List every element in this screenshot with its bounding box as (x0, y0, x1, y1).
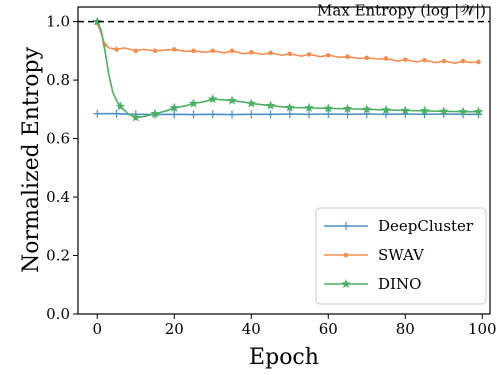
point-swav (268, 50, 273, 56)
point-swav (422, 57, 427, 63)
point-dino (265, 100, 276, 110)
x-tick-label: 40 (242, 320, 261, 338)
point-swav (460, 58, 466, 64)
point-swav (364, 55, 370, 61)
y-tick-label: 0.4 (46, 188, 70, 206)
legend-marker-dino (341, 279, 351, 289)
point-deepcluster (285, 110, 294, 119)
y-tick-label: 1.0 (46, 13, 70, 31)
point-dino (169, 102, 180, 112)
point-deepcluster (343, 110, 352, 119)
legend-label-swav: SWAV (378, 246, 425, 264)
point-swav (114, 47, 119, 52)
point-deepcluster (93, 109, 102, 118)
series-swav (94, 20, 481, 65)
x-tick-label: 80 (396, 320, 415, 338)
point-dino (439, 106, 449, 116)
point-dino (208, 94, 218, 104)
point-dino (227, 95, 237, 105)
point-deepcluster (324, 110, 333, 119)
max-entropy-label: Max Entropy (log |𝒲|) (317, 2, 486, 20)
point-dino (285, 102, 295, 112)
point-dino (419, 105, 430, 115)
x-tick-label: 0 (92, 320, 102, 338)
legend-marker-deepcluster (342, 222, 350, 230)
x-tick-label: 60 (319, 320, 338, 338)
point-deepcluster (189, 110, 198, 119)
point-dino (458, 106, 468, 116)
y-tick-label: 0.2 (46, 247, 70, 265)
point-deepcluster (228, 110, 237, 119)
point-dino (188, 98, 199, 108)
y-tick-label: 0.0 (46, 305, 70, 323)
point-swav (306, 52, 312, 57)
point-deepcluster (247, 110, 256, 119)
point-dino (473, 106, 484, 116)
y-tick-label: 0.6 (46, 130, 70, 148)
series-dino (92, 16, 484, 122)
point-deepcluster (305, 110, 314, 119)
point-deepcluster (266, 110, 275, 119)
point-dino (131, 112, 141, 122)
point-swav (210, 48, 216, 54)
point-swav (441, 58, 447, 64)
point-swav (171, 47, 177, 52)
point-dino (150, 108, 160, 118)
legend-label-deepcluster: DeepCluster (378, 217, 474, 235)
legend: DeepCluster SWAV DINO (315, 207, 487, 305)
point-dino (362, 104, 372, 114)
point-swav (402, 57, 408, 62)
point-swav (152, 48, 158, 54)
point-dino (381, 104, 391, 114)
point-dino (92, 16, 103, 26)
point-dino (400, 105, 411, 115)
series-layer (92, 16, 484, 122)
series-line-swav (96, 22, 479, 64)
point-swav (325, 52, 331, 58)
point-dino (246, 98, 257, 108)
axes-layer: 0 20 40 60 80 100 0.0 0.2 0.4 0.6 0.8 1.0 (46, 13, 496, 338)
point-swav (229, 48, 235, 54)
legend-box (315, 207, 487, 305)
y-tick-label: 0.8 (46, 71, 70, 89)
legend-label-dino: DINO (378, 275, 421, 293)
point-swav (248, 50, 254, 55)
point-swav (287, 51, 293, 57)
point-swav (191, 48, 196, 54)
legend-marker-swav (343, 252, 349, 258)
x-axis-title: Epoch (249, 345, 319, 370)
point-dino (304, 102, 314, 112)
plot-frame (77, 6, 491, 315)
point-dino (323, 103, 334, 113)
point-swav (133, 48, 139, 54)
point-swav (476, 59, 481, 65)
point-deepcluster (112, 109, 121, 118)
point-deepcluster (170, 110, 179, 119)
x-tick-label: 20 (165, 320, 184, 338)
x-tick-label: 100 (468, 320, 497, 338)
point-dino (342, 103, 353, 113)
y-axis-title: Normalized Entropy (19, 46, 44, 273)
point-dino (115, 101, 126, 111)
point-deepcluster (208, 110, 217, 119)
point-swav (383, 56, 389, 61)
point-swav (345, 54, 350, 60)
